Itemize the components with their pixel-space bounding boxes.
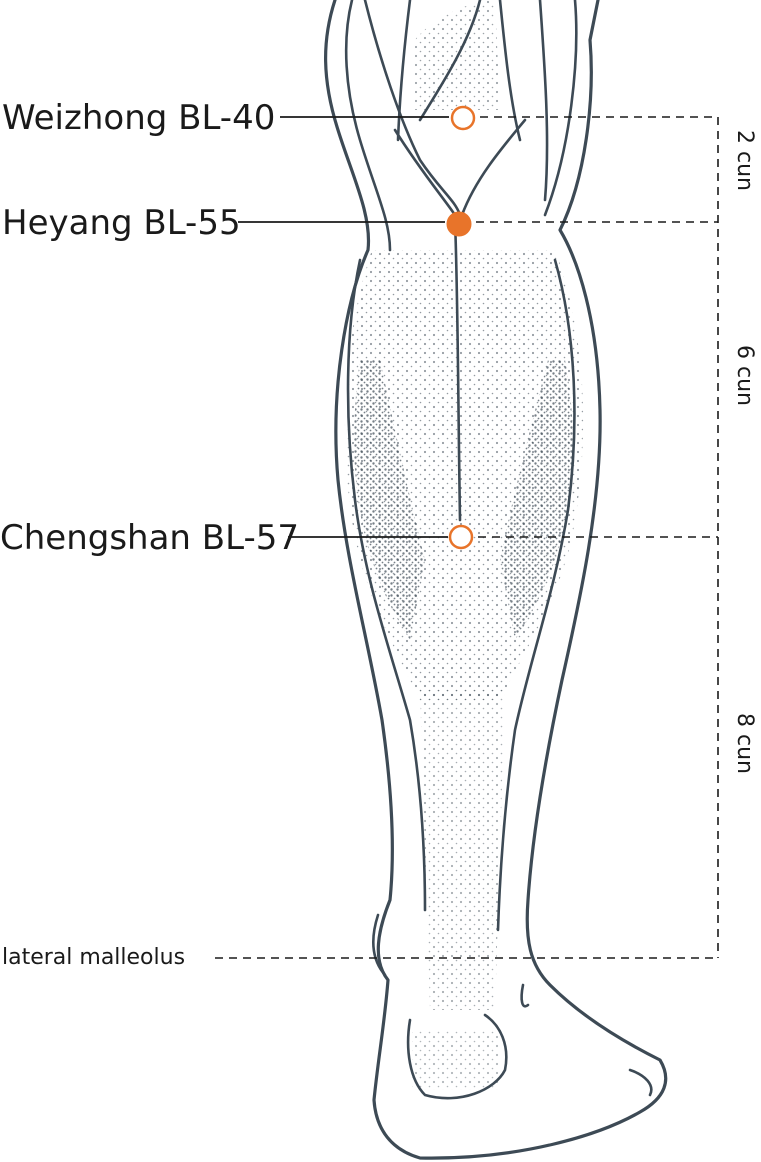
lateral-malleolus-label: lateral malleolus [2,945,185,970]
weizhong-label: Weizhong BL-40 [2,98,275,138]
guide-lines [215,116,719,959]
measurement-2-cun: 2 cun [732,130,757,191]
leg-outline [324,0,668,1160]
acupoint-markers [446,105,476,550]
heyang-marker [446,211,472,237]
chengshan-marker [448,524,474,550]
measurement-6-cun: 6 cun [732,345,757,406]
chengshan-label: Chengshan BL-57 [0,518,299,558]
measurement-8-cun: 8 cun [732,713,757,774]
weizhong-marker [450,105,476,131]
leader-lines [238,116,449,538]
heyang-label: Heyang BL-55 [2,203,241,243]
